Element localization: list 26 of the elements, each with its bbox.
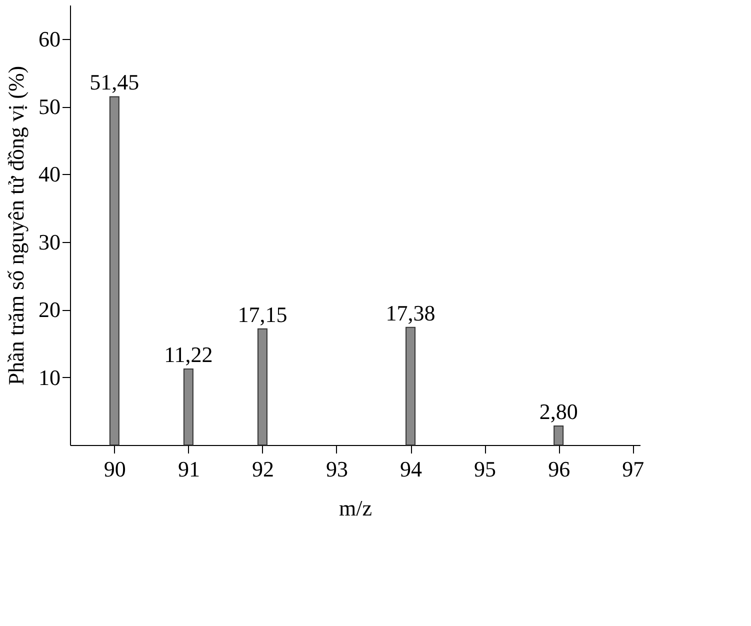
y-tick-label: 50 <box>38 94 60 120</box>
y-tick-label: 20 <box>38 297 60 322</box>
data-label: 51,45 <box>90 70 140 95</box>
bar <box>183 368 194 446</box>
bar <box>554 426 564 446</box>
data-label: 2,80 <box>539 399 578 424</box>
y-tick-label: 60 <box>38 26 60 52</box>
bar <box>109 96 120 446</box>
x-tick-label: 96 <box>548 456 570 482</box>
x-axis-title: m/z <box>339 496 372 520</box>
x-tick-label: 92 <box>252 456 274 482</box>
y-tick-label: 40 <box>38 162 60 187</box>
y-tick-label: 10 <box>38 364 60 390</box>
x-tick-label: 93 <box>326 456 348 482</box>
bar <box>406 326 416 446</box>
x-tick-label: 94 <box>400 456 422 482</box>
x-tick-label: 91 <box>178 456 200 482</box>
data-label: 11,22 <box>164 342 213 368</box>
data-label: 17,15 <box>238 302 288 327</box>
x-tick-label: 97 <box>622 456 644 482</box>
x-tick-label: 90 <box>104 456 126 482</box>
x-tick-label: 95 <box>474 456 496 482</box>
bar <box>257 328 268 446</box>
y-axis-title: Phần trăm số nguyên tử đồng vị (%) <box>4 66 28 386</box>
data-label: 17,38 <box>386 300 436 326</box>
y-tick-label: 30 <box>38 229 60 254</box>
